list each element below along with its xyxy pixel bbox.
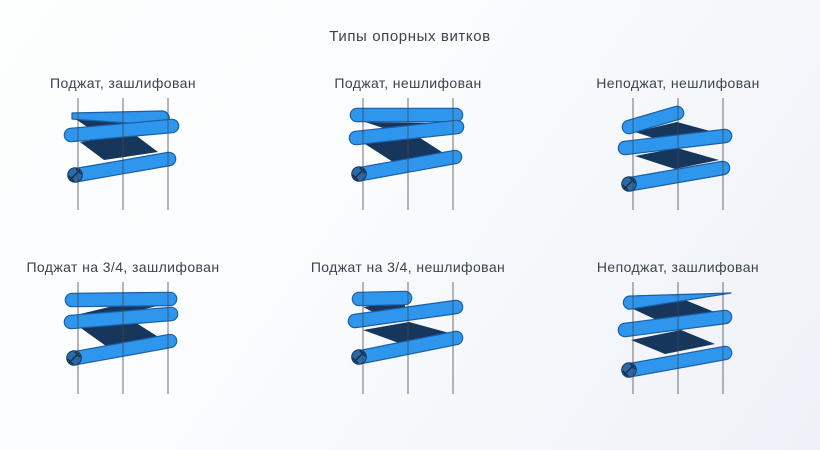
spring-diagram-pressed-3-4-ground xyxy=(63,282,179,394)
spring-diagram-pressed-unground xyxy=(348,98,465,210)
spring-figure: Неподжат, нешлифован xyxy=(555,74,801,212)
spring-figure-label: Поджат на 3/4, зашлифован xyxy=(26,259,220,275)
spring-diagram-unpressed-unground xyxy=(617,98,733,210)
spring-diagram-pressed-ground xyxy=(63,98,180,210)
spring-figure-label: Неподжат, зашлифован xyxy=(596,259,760,275)
spring-figure-label: Поджат на 3/4, нешлифован xyxy=(310,259,506,275)
spring-diagram-unpressed-ground xyxy=(617,282,733,394)
spring-diagram-pressed-3-4-unground xyxy=(347,282,464,394)
spring-figure: Поджат, нешлифован xyxy=(285,74,531,212)
spring-figure-label: Поджат, зашлифован xyxy=(50,75,196,91)
page-title: Типы опорных витков xyxy=(329,28,491,45)
spring-figure: Поджат, зашлифован xyxy=(0,74,246,212)
spring-figure-label: Неподжат, нешлифован xyxy=(596,75,760,91)
spring-figure: Поджат на 3/4, зашлифован xyxy=(0,258,246,396)
spring-figure: Неподжат, зашлифован xyxy=(555,258,801,396)
spring-figure: Поджат на 3/4, нешлифован xyxy=(285,258,531,396)
spring-figure-label: Поджат, нешлифован xyxy=(334,75,482,91)
